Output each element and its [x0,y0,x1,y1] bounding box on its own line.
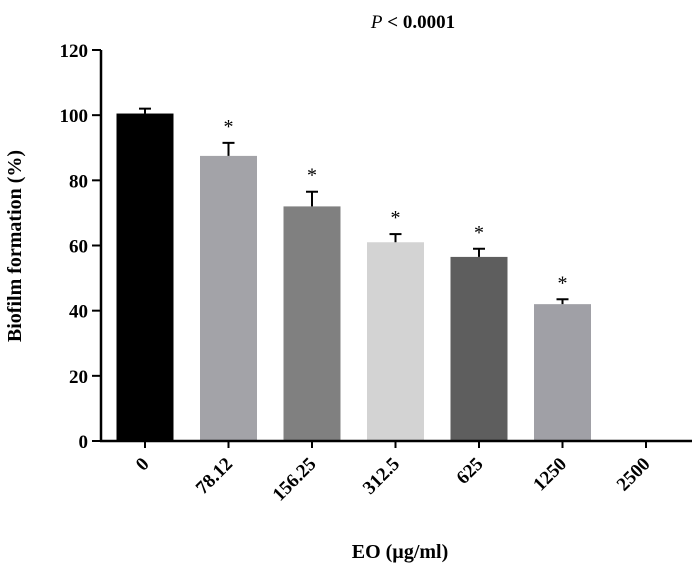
x-axis-title: EO (µg/ml) [352,541,449,563]
p-value: < 0.0001 [383,12,456,33]
x-tick-label-2500: 2500 [613,454,655,496]
significance-star-1250: * [558,272,568,294]
bar-1250 [534,304,591,441]
x-tick-label-78.12: 78.12 [192,454,237,499]
y-tick-label-80: 80 [69,171,88,192]
bar-0 [116,113,174,441]
significance-star-625: * [474,222,484,244]
bars-group [116,113,591,442]
y-tick-label-120: 120 [60,41,89,62]
significance-star-312.5: * [391,207,401,229]
bar-625 [450,256,508,441]
bar-78.12 [200,155,257,442]
y-axis-title: Biofilm formation (%) [4,150,26,342]
y-tick-label-0: 0 [79,432,89,453]
y-tick-label-60: 60 [69,237,88,258]
y-tick-label-100: 100 [60,106,89,127]
significance-star-78.12: * [224,116,234,138]
x-tick-label-1250: 1250 [529,454,571,496]
x-tick-label-0: 0 [132,454,154,476]
bar-156.25 [283,206,341,441]
error-bars-group [139,107,569,305]
x-tick-label-156.25: 156.25 [269,454,321,506]
bar-312.5 [367,242,424,441]
significance-star-156.25: * [307,165,317,187]
y-tick-label-20: 20 [69,367,88,388]
significance-group: * * * * * [224,116,568,294]
p-value-annotation: P < 0.0001 [370,12,455,33]
y-tick-label-40: 40 [69,302,88,323]
p-symbol: P [370,12,383,33]
x-tick-label-312.5: 312.5 [359,454,404,499]
x-tick-label-625: 625 [453,454,488,489]
